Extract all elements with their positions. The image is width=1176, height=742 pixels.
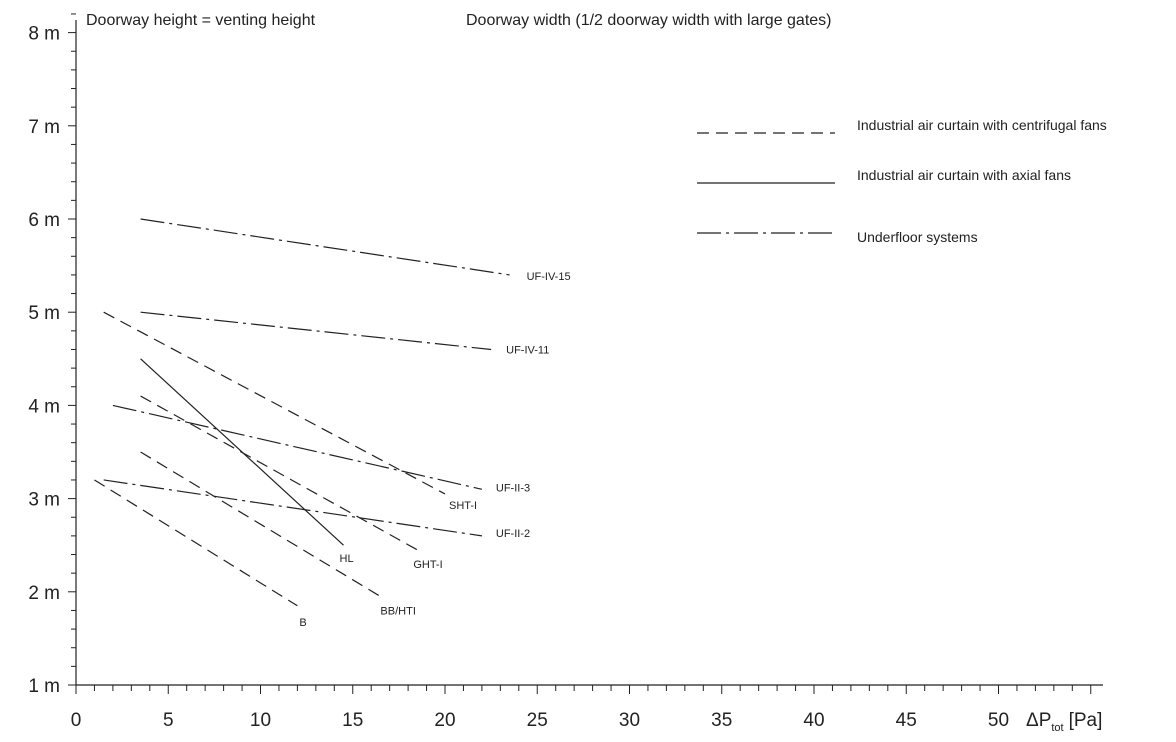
x-tick-label: 35	[711, 710, 732, 731]
series-line-ght-i	[140, 395, 418, 551]
series-line-uf-iv-15	[140, 218, 510, 276]
header-right: Doorway width (1/2 doorway width with la…	[466, 12, 832, 29]
x-tick-label: 10	[250, 710, 271, 731]
legend: Industrial air curtain with centrifugal …	[697, 117, 1107, 245]
series-label-ght-i: GHT-I	[413, 559, 442, 571]
y-tick-label: 4 m	[28, 396, 60, 417]
series-line-uf-ii-2	[103, 479, 482, 537]
x-tick-label: 0	[71, 710, 82, 731]
series-line-sht-i	[103, 311, 446, 495]
series-label-uf-iv-11: UF-IV-11	[506, 344, 549, 356]
y-tick-label: 1 m	[28, 676, 60, 697]
x-tick-label: 50	[988, 710, 1009, 731]
x-tick-label: 20	[434, 710, 455, 731]
series-label-uf-ii-3: UF-II-3	[496, 482, 530, 494]
x-tick-label: 15	[342, 710, 363, 731]
series-label-bb-hti: BB/HTI	[380, 605, 415, 617]
x-tick-label: 30	[619, 710, 640, 731]
series-line-b	[94, 479, 298, 607]
x-axis-label: ΔPtot [Pa]	[1026, 710, 1102, 734]
y-tick-label: 6 m	[28, 210, 60, 231]
series-label-uf-ii-2: UF-II-2	[496, 528, 530, 540]
legend-label-underfloor: Underfloor systems	[857, 229, 978, 245]
y-tick-label: 5 m	[28, 303, 60, 324]
series-line-uf-ii-3	[112, 404, 483, 490]
legend-label-axial: Industrial air curtain with axial fans	[857, 167, 1071, 183]
x-axis-ticks: 0 5 10 15 20 25 30 35 40 45 50	[71, 685, 1092, 731]
y-tick-label: 3 m	[28, 490, 60, 511]
header-left: Doorway height = venting height	[86, 12, 316, 29]
series-label-uf-iv-15: UF-IV-15	[527, 271, 571, 283]
x-tick-label: 5	[163, 710, 174, 731]
x-axis-label-unit: [Pa]	[1069, 710, 1103, 731]
series-layer: B BB/HTI GHT-I SHT-I HL UF-II-2 UF-II-3 UF-IV-1…	[94, 218, 571, 629]
x-axis-label-sub: tot	[1051, 722, 1063, 734]
y-tick-label: 8 m	[28, 24, 60, 45]
y-tick-label: 2 m	[28, 583, 60, 604]
series-line-bb-hti	[140, 451, 381, 597]
y-tick-label: 7 m	[28, 117, 60, 138]
series-label-sht-i: SHT-I	[449, 500, 477, 512]
series-label-hl: HL	[340, 553, 354, 565]
series-line-hl	[140, 358, 344, 546]
x-tick-label: 25	[527, 710, 548, 731]
legend-label-centrifugal: Industrial air curtain with centrifugal …	[857, 117, 1107, 133]
y-axis-ticks: 1 m 2 m 3 m 4 m 5 m 6 m 7 m 8 m	[28, 13, 76, 697]
series-label-b: B	[299, 617, 306, 629]
x-tick-label: 45	[896, 710, 917, 731]
x-axis-label-main: ΔP	[1026, 710, 1051, 731]
series-line-uf-iv-11	[140, 311, 492, 351]
x-tick-label: 40	[803, 710, 824, 731]
